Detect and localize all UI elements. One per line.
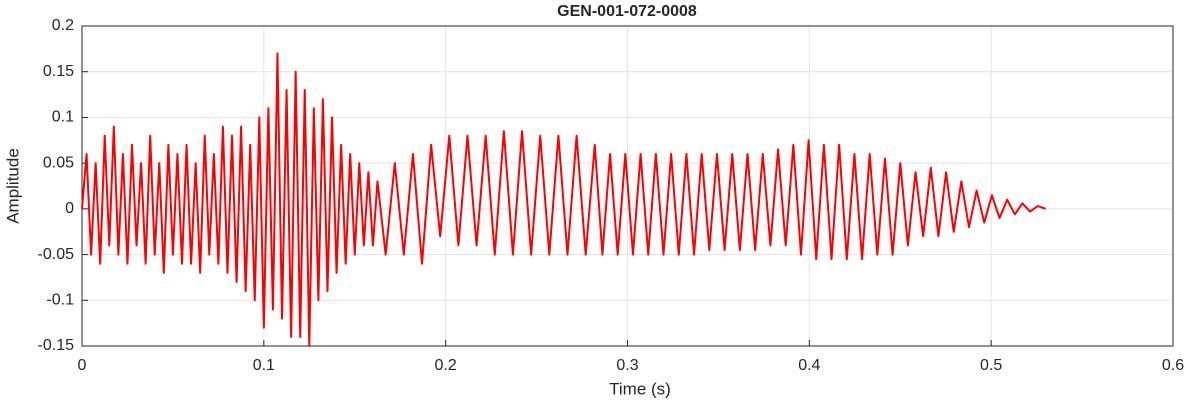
x-tick-label: 0.3 bbox=[616, 357, 638, 374]
y-tick-label: -0.1 bbox=[46, 292, 74, 309]
y-tick-label: 0.2 bbox=[52, 17, 74, 34]
plot-frame bbox=[81, 25, 1174, 347]
x-axis-label: Time (s) bbox=[609, 379, 671, 398]
y-tick-label: 0.05 bbox=[43, 154, 74, 171]
x-tick-label: 0.1 bbox=[253, 357, 275, 374]
x-tick-label: 0 bbox=[78, 357, 87, 374]
x-tick-label: 0.4 bbox=[798, 357, 820, 374]
y-tick-label: -0.05 bbox=[38, 246, 75, 263]
x-tick-label: 0.2 bbox=[435, 357, 457, 374]
x-tick-label: 0.5 bbox=[980, 357, 1002, 374]
x-tick-label: 0.6 bbox=[1162, 357, 1184, 374]
y-axis-label: Amplitude bbox=[3, 148, 22, 224]
chart-title: GEN-001-072-0008 bbox=[557, 3, 697, 20]
y-tick-label: 0.15 bbox=[43, 63, 74, 80]
y-tick-label: -0.15 bbox=[38, 337, 75, 354]
y-tick-label: 0.1 bbox=[52, 109, 74, 126]
waveform-line bbox=[81, 52, 1047, 347]
y-tick-label: 0 bbox=[65, 200, 74, 217]
